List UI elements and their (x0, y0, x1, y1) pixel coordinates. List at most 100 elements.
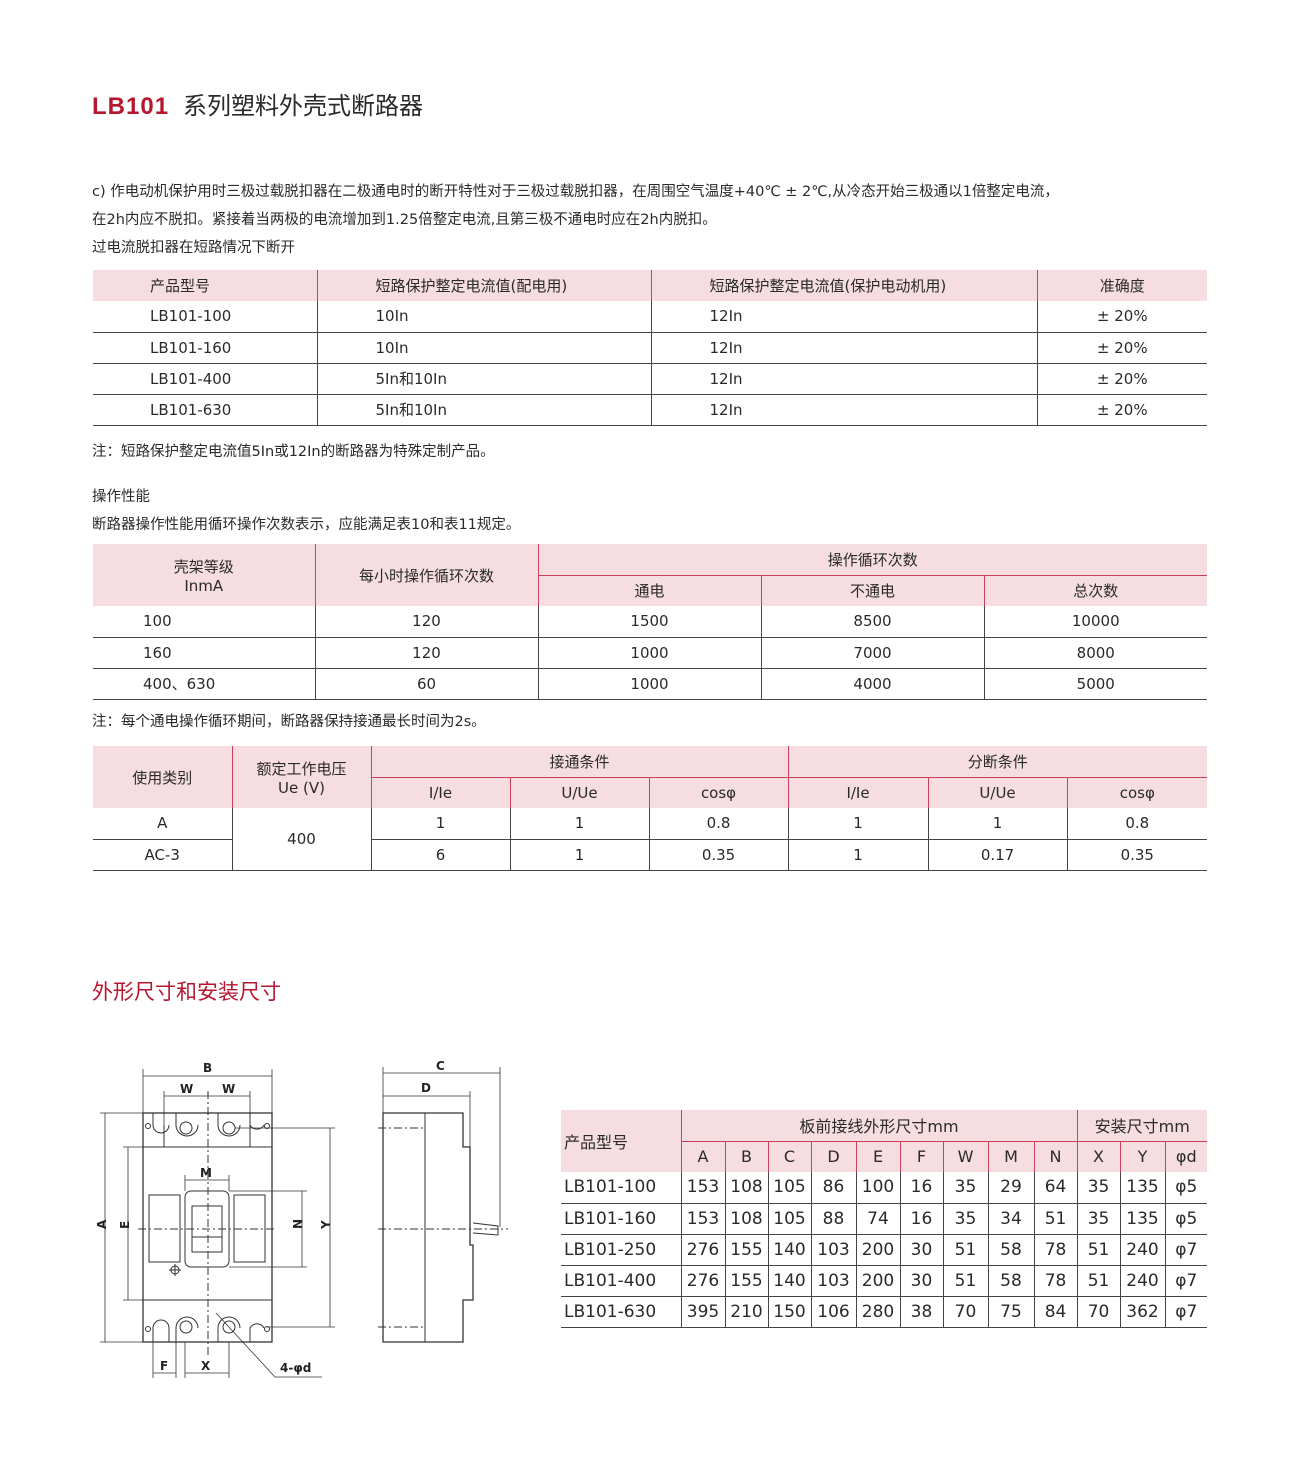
table-cell: 86 (810, 1172, 856, 1204)
col-header: φd (1164, 1140, 1208, 1172)
table-cell: 135 (1119, 1172, 1166, 1204)
table-cell: 16 (899, 1203, 943, 1235)
label-X: X (201, 1359, 211, 1373)
table-cell: 395 (680, 1296, 725, 1328)
dimension-labels: B W W M A E N Y F X 4-φd C D (95, 1059, 445, 1375)
table-cell: 160 (93, 637, 315, 669)
table-cell: 140 (767, 1234, 811, 1266)
table-row: LB101-630 5In和10In 12In ± 20% (93, 394, 1207, 426)
table-cell: 10In (316, 332, 651, 364)
table-cell: ± 20% (1036, 301, 1207, 333)
table-cell: 108 (724, 1172, 768, 1204)
table-cell: 84 (1033, 1296, 1078, 1328)
table-cell: 58 (987, 1234, 1034, 1266)
table-cell: LB101-160 (561, 1203, 681, 1235)
table-cell: 7000 (760, 637, 984, 669)
col-header-frame: 壳架等级 InmA (93, 544, 316, 606)
intro-line-2: 在2h内应不脱扣。紧接着当两极的电流增加到1.25倍整定电流,且第三极不通电时应… (92, 212, 717, 228)
col-header: 通电 (538, 574, 762, 606)
label-F: F (160, 1359, 168, 1373)
table-cell: LB101-100 (561, 1172, 681, 1204)
table-row: LB101-400 5In和10In 12In ± 20% (93, 363, 1207, 395)
col-header-model: 产品型号 (561, 1110, 682, 1172)
table-cell: 8000 (983, 637, 1207, 669)
table-cell: 150 (767, 1296, 811, 1328)
table-cell: 35 (942, 1172, 988, 1204)
label-W: W (222, 1082, 235, 1096)
model-name: LB101 (92, 93, 170, 120)
table-cell: 60 (314, 668, 538, 700)
col-header: 短路保护整定电流值(配电用) (316, 270, 652, 301)
table-cell: 0.35 (648, 839, 789, 871)
table-cell: φ7 (1164, 1296, 1208, 1328)
col-header: 总次数 (983, 574, 1207, 606)
table-cell: 120 (314, 637, 538, 669)
table-cell: 30 (899, 1234, 943, 1266)
table-cell: 100 (855, 1172, 900, 1204)
table-cell: 1 (927, 808, 1068, 840)
table-cell: 200 (855, 1265, 900, 1297)
table-cell: LB101-400 (561, 1265, 681, 1297)
table-cell: 1500 (537, 606, 761, 638)
col-header: M (987, 1140, 1035, 1172)
intro-line-3: 过电流脱扣器在短路情况下断开 (92, 240, 295, 256)
utilization-category-table: 使用类别 额定工作电压 Ue (V) 接通条件 分断条件 I/Ie U/Ue co… (93, 746, 1208, 871)
front-view (138, 1091, 275, 1355)
table-cell: 1 (370, 808, 510, 840)
table-cell: 12In (650, 394, 1037, 426)
col-header: cosφ (1066, 776, 1208, 808)
label-B: B (203, 1061, 212, 1075)
col-header-mount: 安装尺寸mm (1076, 1110, 1208, 1141)
col-header: I/Ie (371, 776, 511, 808)
page-title: LB101 系列塑料外壳式断路器 (92, 86, 423, 121)
table-cell: 100 (93, 606, 315, 638)
table-cell: 240 (1119, 1234, 1166, 1266)
table-cell: 10000 (983, 606, 1207, 638)
table-cell: 12In (650, 301, 1037, 333)
label-E: E (118, 1221, 132, 1229)
table-cell: 34 (987, 1203, 1034, 1235)
col-header-break: 分断条件 (787, 746, 1208, 777)
table-cell: 51 (1076, 1234, 1121, 1266)
col-header: E (855, 1140, 901, 1172)
table-cell: 1 (509, 808, 649, 840)
table-cell: 276 (680, 1265, 725, 1297)
table-cell: 51 (942, 1234, 988, 1266)
dimension-drawing: B W W M A E N Y F X 4-φd C D (95, 1059, 508, 1378)
table-cell: 12In (650, 332, 1037, 364)
table-cell: 276 (680, 1234, 725, 1266)
table-cell: A (93, 808, 232, 840)
table-cell: 240 (1119, 1265, 1166, 1297)
table-cell: LB101-630 (93, 394, 317, 426)
col-header-make: 接通条件 (370, 746, 789, 777)
side-view (378, 1112, 508, 1343)
col-header: F (899, 1140, 944, 1172)
table-row: A 400 1 1 0.8 1 1 0.8 (93, 808, 1208, 871)
table-cell: ± 20% (1036, 363, 1207, 395)
table-cell: 0.8 (1066, 808, 1208, 840)
table1-note: 注：短路保护整定电流值5In或12In的断路器为特殊定制产品。 (92, 444, 495, 460)
table-cell: AC-3 (93, 839, 232, 871)
label-W: W (180, 1082, 193, 1096)
table-cell: 400、630 (93, 668, 315, 700)
label-A: A (95, 1219, 109, 1229)
table-cell: 280 (855, 1296, 900, 1328)
table-cell: 4000 (760, 668, 984, 700)
col-header: 不通电 (760, 574, 985, 606)
table-cell: φ5 (1164, 1203, 1208, 1235)
table-cell: 0.8 (648, 808, 789, 840)
table-cell: 103 (810, 1234, 856, 1266)
table-cell: 155 (724, 1234, 768, 1266)
table-cell: LB101-250 (561, 1234, 681, 1266)
col-header-category: 使用类别 (93, 746, 233, 808)
table-cell: 5In和10In (316, 363, 651, 395)
col-header: cosφ (648, 776, 789, 808)
col-header: I/Ie (787, 776, 929, 808)
table-cell: 105 (767, 1203, 811, 1235)
table-cell: 153 (680, 1203, 725, 1235)
col-header: N (1033, 1140, 1078, 1172)
table-cell: 108 (724, 1203, 768, 1235)
table-row: LB101-400 276 155 140 103 200 30 51 58 78 51 240 φ7 (561, 1265, 1208, 1297)
